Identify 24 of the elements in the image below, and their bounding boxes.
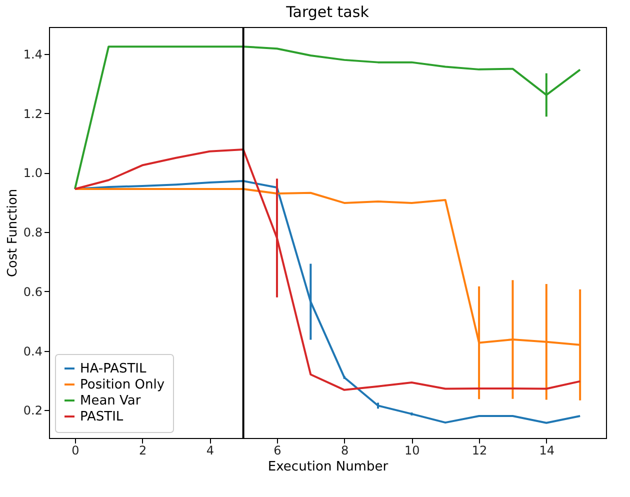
y-tick-label: 0.6 [23, 284, 42, 299]
y-tick-label: 1.0 [23, 166, 42, 180]
x-tick-label: 2 [138, 444, 147, 458]
line-series [74, 148, 582, 391]
legend-label: PASTIL [80, 410, 124, 424]
x-tick-label: 14 [539, 444, 555, 458]
y-tick-label: 0.2 [23, 404, 42, 418]
x-tick-label: 0 [72, 444, 80, 458]
y-tick-label: 0.4 [23, 344, 42, 358]
x-tick-label: 12 [472, 444, 488, 458]
legend-label: Mean Var [80, 394, 142, 408]
legend-label: Position Only [80, 378, 165, 392]
legend-label: HA-PASTIL [80, 362, 147, 376]
x-axis-title: Execution Number [268, 460, 389, 474]
y-axis-title: Cost Function [5, 188, 20, 278]
y-tick-label: 1.2 [23, 106, 42, 121]
x-tick-label: 8 [341, 444, 349, 458]
y-tick-label: 0.8 [23, 226, 42, 240]
line-series [74, 46, 582, 190]
y-tick-label: 1.4 [23, 48, 42, 62]
x-tick-label: 6 [274, 444, 282, 458]
x-tick-label: 10 [404, 444, 420, 458]
chart-title: Target task [285, 3, 370, 21]
x-tick-label: 4 [206, 444, 214, 458]
